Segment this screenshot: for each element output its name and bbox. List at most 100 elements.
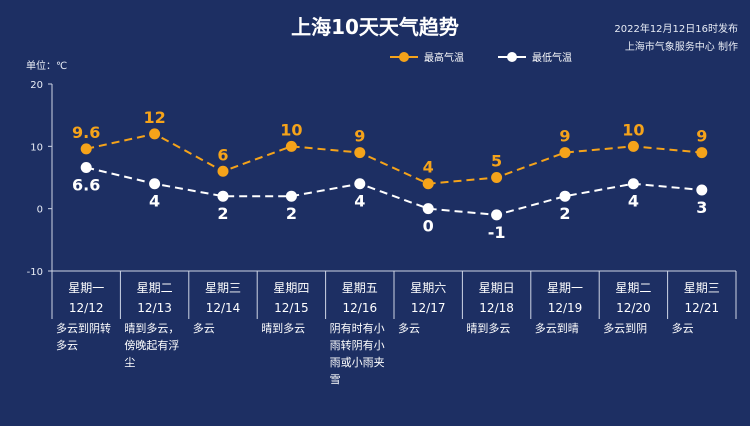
data-label: 6 (217, 145, 228, 164)
data-label: 10 (622, 120, 644, 139)
x-weekday-label: 星期六 (410, 281, 446, 295)
data-label: 2 (286, 204, 297, 223)
data-point (149, 128, 161, 140)
data-label: 3 (696, 198, 707, 217)
data-label: 5 (491, 152, 502, 171)
x-date-label: 12/17 (411, 301, 446, 315)
weather-description: 晴到多云，傍晚起有浮尘 (124, 322, 180, 369)
data-label: 9 (696, 127, 707, 146)
weather-description: 多云 (671, 322, 694, 335)
data-point (627, 140, 639, 152)
weather-description-cell: 阴有时有小雨转阴有小雨或小雨夹雪 (326, 320, 394, 420)
x-weekday-label: 星期二 (137, 281, 173, 295)
y-tick-label: 20 (30, 80, 43, 91)
data-point (627, 178, 639, 190)
weather-description-cell: 晴到多云 (462, 320, 530, 420)
data-point (80, 143, 92, 155)
data-point (149, 178, 161, 190)
data-label: 2 (217, 204, 228, 223)
x-weekday-label: 星期二 (615, 281, 651, 295)
data-point (491, 209, 503, 221)
data-label: 9.6 (72, 123, 100, 142)
x-weekday-label: 星期一 (547, 281, 583, 295)
weather-description-cell: 晴到多云，傍晚起有浮尘 (120, 320, 188, 420)
series-line-high (85, 132, 702, 185)
data-label: 0 (423, 217, 434, 236)
data-point (696, 184, 708, 196)
x-axis-categories: 星期一 12/12 星期二 12/13 星期三 12/14 星期四 12/15 星期五 12/16… (51, 270, 737, 319)
legend-item-high: 最高气温 (390, 51, 464, 64)
data-label: 9 (354, 127, 365, 146)
data-point (422, 178, 434, 190)
x-weekday-label: 星期三 (684, 281, 720, 295)
data-label: 4 (423, 158, 434, 177)
x-weekday-label: 星期一 (68, 281, 104, 295)
x-date-label: 12/20 (616, 301, 651, 315)
data-point (285, 190, 297, 202)
x-date-label: 12/18 (479, 301, 514, 315)
weather-description: 多云到晴 (534, 322, 579, 335)
data-point (491, 172, 503, 183)
x-date-label: 12/19 (548, 301, 583, 315)
weather-description: 阴有时有小雨转阴有小雨或小雨夹雪 (329, 322, 385, 386)
legend-low-label: 最低气温 (532, 51, 572, 64)
data-label: 4 (354, 192, 365, 211)
data-point (559, 147, 571, 159)
x-date-label: 12/13 (137, 301, 172, 315)
x-date-label: 12/14 (206, 301, 241, 315)
weather-description: 多云到阴 (603, 322, 648, 335)
weather-description: 多云 (398, 322, 420, 335)
x-date-label: 12/15 (274, 301, 309, 315)
weather-description-cell: 晴到多云 (257, 320, 325, 420)
data-point (422, 203, 434, 215)
weather-description: 多云 (192, 322, 215, 335)
legend-high-marker-icon (399, 52, 409, 62)
data-point (559, 190, 571, 202)
data-point (217, 190, 229, 202)
data-point (696, 147, 708, 159)
weather-description-cell: 多云到阴 (599, 320, 667, 420)
y-tick-label: -10 (27, 267, 43, 278)
weather-description-cell: 多云 (189, 320, 257, 420)
weather-description-cell: 多云 (394, 320, 462, 420)
y-tick-label: 0 (37, 205, 43, 216)
data-label: 6.6 (72, 176, 100, 195)
data-label: -1 (488, 223, 506, 242)
weather-description: 晴到多云 (466, 322, 511, 335)
chart-title: 上海10天天气趋势 (291, 15, 459, 39)
weather-description: 多云到阴转多云 (56, 322, 111, 352)
legend-high-label: 最高气温 (424, 51, 464, 64)
series-high: 9.6 12 6 10 9 4 5 9 10 9 (72, 108, 708, 190)
series-low: 6.6 4 2 2 4 0 -1 2 4 3 (72, 162, 707, 242)
legend: 最高气温 最低气温 (390, 51, 572, 64)
data-point (80, 162, 92, 174)
y-tick-label: 10 (30, 142, 43, 153)
x-date-label: 12/21 (685, 301, 720, 315)
y-axis: 20 10 0 -10 (27, 80, 53, 278)
data-point (285, 140, 297, 152)
producer-credit: 上海市气象服务中心 制作 (625, 40, 738, 53)
data-point (217, 165, 229, 177)
data-point (354, 178, 366, 190)
series-line-low (85, 166, 702, 216)
weather-description-cell: 多云到阴转多云 (52, 320, 120, 420)
data-label: 12 (143, 108, 165, 127)
publish-time: 2022年12月12日16时发布 (614, 22, 738, 35)
x-date-label: 12/16 (343, 301, 378, 315)
weather-description: 晴到多云 (261, 322, 306, 335)
legend-low-marker-icon (507, 52, 517, 62)
x-weekday-label: 星期日 (479, 281, 515, 295)
data-label: 4 (149, 192, 160, 211)
x-weekday-label: 星期四 (273, 281, 309, 295)
data-label: 2 (559, 204, 570, 223)
weather-description-cell: 多云 (668, 320, 736, 420)
legend-item-low: 最低气温 (498, 51, 572, 64)
data-label: 4 (628, 192, 639, 211)
data-point (354, 147, 366, 159)
unit-label: 单位：℃ (26, 59, 67, 72)
x-date-label: 12/12 (69, 301, 104, 315)
x-weekday-label: 星期五 (342, 281, 378, 295)
weather-description-cell: 多云到晴 (531, 320, 599, 420)
data-label: 10 (280, 120, 302, 139)
